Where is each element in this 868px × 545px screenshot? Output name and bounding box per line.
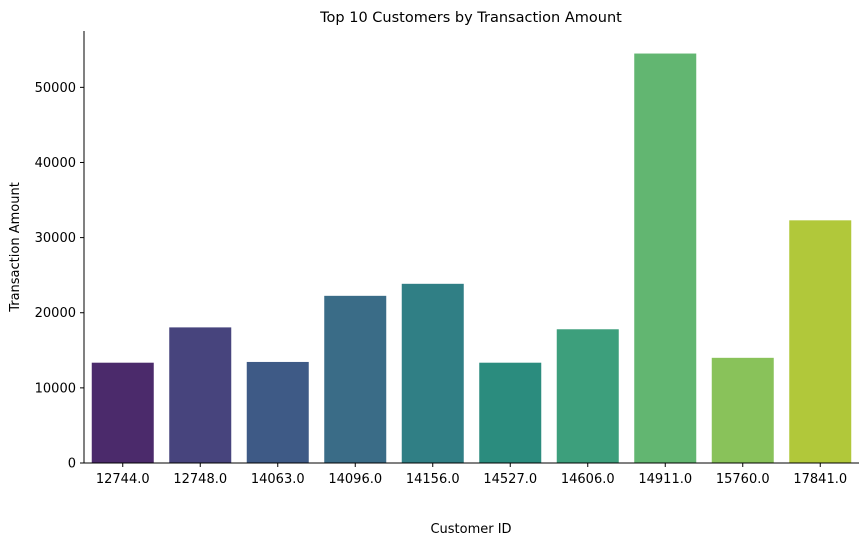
- bar-12748.0: [169, 327, 232, 463]
- x-axis-title: Customer ID: [430, 522, 511, 537]
- y-tick-label: 0: [68, 457, 76, 472]
- bar-12744.0: [91, 362, 154, 463]
- y-tick-label: 40000: [35, 156, 76, 171]
- chart-title: Top 10 Customers by Transaction Amount: [319, 10, 622, 26]
- y-axis-ticks: 0 10000 20000 30000 40000 50000: [35, 81, 84, 472]
- bar-14527.0: [479, 362, 542, 463]
- bar-15760.0: [711, 357, 774, 463]
- bars-group: [91, 53, 852, 463]
- bar-14911.0: [634, 53, 697, 463]
- x-tick-label: 14606.0: [561, 472, 615, 487]
- x-tick-label: 14063.0: [251, 472, 305, 487]
- x-tick-label: 14527.0: [483, 472, 537, 487]
- bar-14156.0: [401, 283, 464, 463]
- x-tick-label: 14096.0: [328, 472, 382, 487]
- x-tick-label: 14156.0: [406, 472, 460, 487]
- x-tick-label: 17841.0: [793, 472, 847, 487]
- y-axis-title: Transaction Amount: [8, 182, 23, 313]
- y-tick-label: 30000: [35, 231, 76, 246]
- y-tick-label: 20000: [35, 306, 76, 321]
- x-tick-label: 12744.0: [96, 472, 150, 487]
- bar-17841.0: [789, 220, 852, 463]
- bar-14096.0: [324, 295, 387, 463]
- x-tick-label: 15760.0: [716, 472, 770, 487]
- y-tick-label: 50000: [35, 81, 76, 96]
- x-tick-label: 12748.0: [173, 472, 227, 487]
- bar-14606.0: [556, 329, 619, 463]
- y-tick-label: 10000: [35, 381, 76, 396]
- x-axis-ticks: 12744.0 12748.0 14063.0 14096.0 14156.0 14527…: [96, 463, 847, 487]
- x-tick-label: 14911.0: [638, 472, 692, 487]
- bar-14063.0: [246, 361, 309, 463]
